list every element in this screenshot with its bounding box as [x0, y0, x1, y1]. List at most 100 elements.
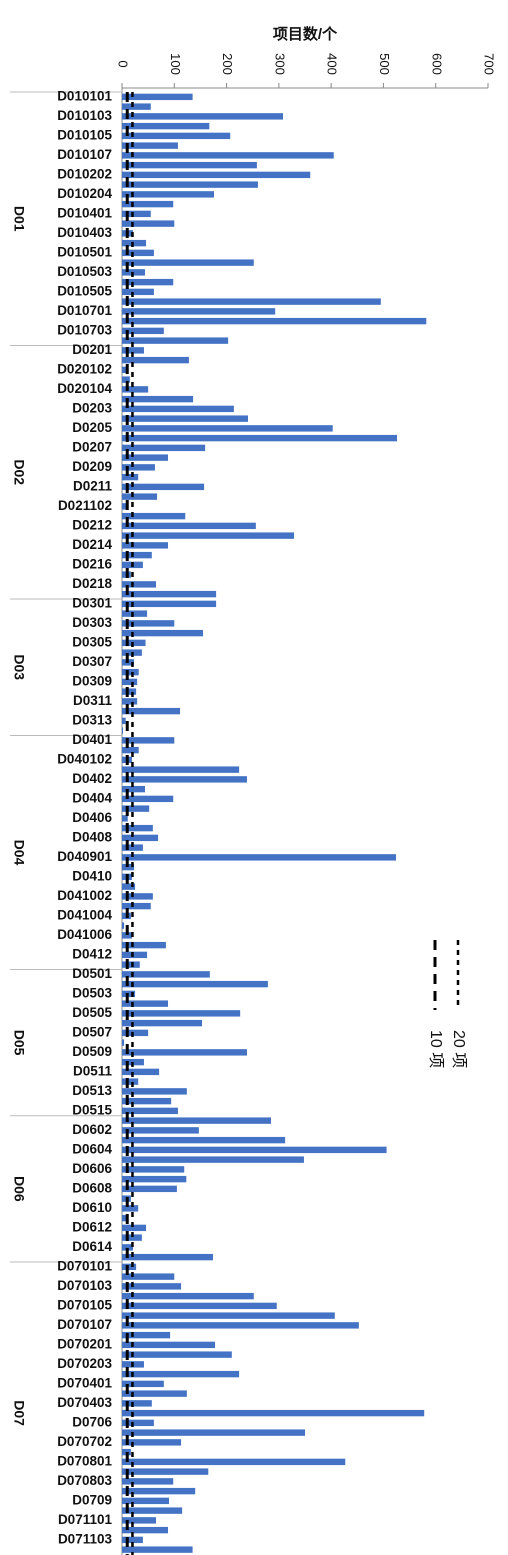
- x-tick-label: 100: [168, 53, 183, 75]
- bar: [122, 1370, 240, 1378]
- bar: [122, 1507, 183, 1514]
- bar: [122, 210, 151, 218]
- bar: [122, 941, 166, 949]
- bar: [122, 288, 154, 296]
- bar: [122, 425, 333, 432]
- bar: [122, 1175, 187, 1183]
- bar: [122, 1526, 169, 1534]
- bar: [122, 142, 178, 149]
- y-tick-label: D010403: [57, 225, 112, 240]
- bar: [122, 844, 143, 851]
- y-tick-label: D070201: [57, 1336, 112, 1351]
- bar: [122, 103, 151, 110]
- x-tick-label: 300: [272, 53, 287, 75]
- bar: [122, 785, 146, 793]
- bar: [122, 512, 186, 520]
- bar: [122, 1517, 156, 1524]
- bar: [122, 1019, 202, 1027]
- group-label: D01: [11, 206, 27, 232]
- y-tick-label: D070103: [57, 1278, 112, 1293]
- y-tick-label: D0602: [72, 1122, 112, 1137]
- bar: [122, 181, 258, 188]
- bar: [122, 493, 158, 500]
- bar: [122, 113, 284, 120]
- bar: [122, 366, 128, 374]
- bar: [122, 795, 174, 803]
- bar: [122, 737, 175, 744]
- bar: [122, 1546, 193, 1553]
- y-tick-label: D010107: [57, 147, 112, 162]
- bar: [122, 1127, 199, 1134]
- y-tick-label: D0503: [72, 985, 112, 1000]
- y-tick-label: D0511: [73, 1063, 113, 1078]
- x-tick-label: 400: [325, 53, 340, 75]
- bar: [122, 1205, 139, 1212]
- group-label: D07: [11, 1400, 27, 1426]
- bar: [122, 883, 136, 890]
- legend-label: 20 项: [450, 1030, 467, 1068]
- bar: [122, 278, 174, 286]
- y-tick-label: D070403: [57, 1395, 112, 1410]
- y-tick-label: D010701: [57, 303, 112, 318]
- bar: [122, 434, 398, 442]
- bar: [122, 220, 175, 227]
- bar: [122, 122, 210, 130]
- x-tick-label: 700: [482, 53, 497, 75]
- y-tick-label: D0507: [72, 1024, 112, 1039]
- y-tick-label: D0201: [72, 342, 112, 357]
- bar: [122, 1049, 247, 1056]
- y-tick-label: D0209: [72, 459, 112, 474]
- bar: [122, 1478, 174, 1485]
- legend-label: 10 项: [427, 1030, 444, 1068]
- y-tick-label: D0505: [72, 1005, 112, 1020]
- bar: [122, 980, 268, 988]
- chart-title: 项目数/个: [273, 25, 338, 43]
- bar: [122, 1156, 304, 1163]
- bar: [122, 259, 254, 266]
- bar: [122, 522, 256, 530]
- y-tick-label: D0608: [72, 1180, 112, 1195]
- x-tick-label: 600: [429, 53, 444, 75]
- bar: [122, 473, 139, 481]
- bar: [122, 629, 204, 637]
- y-tick-label: D070203: [57, 1356, 112, 1371]
- bar: [122, 902, 151, 910]
- y-tick-label: D0614: [72, 1239, 112, 1254]
- x-tick-label: 0: [116, 60, 131, 67]
- y-tick-label: D010501: [57, 244, 112, 259]
- y-tick-label: D070801: [57, 1453, 112, 1468]
- bar: [122, 1283, 182, 1290]
- bar: [122, 1458, 346, 1466]
- bar: [122, 483, 205, 491]
- bar: [122, 1088, 187, 1095]
- bar: [122, 1010, 241, 1017]
- bar: [122, 1107, 178, 1115]
- bar: [122, 347, 144, 354]
- bar: [122, 551, 152, 559]
- bar: [122, 824, 153, 832]
- y-tick-label: D0305: [72, 634, 112, 649]
- x-tick-label: 200: [220, 53, 235, 75]
- y-tick-label: D021102: [58, 498, 112, 513]
- y-tick-label: D0207: [72, 439, 112, 454]
- bar: [122, 1097, 172, 1105]
- bar: [122, 464, 155, 471]
- y-tick-label: D0509: [72, 1044, 112, 1059]
- y-tick-label: D070401: [57, 1375, 112, 1390]
- y-tick-label: D0218: [72, 576, 112, 591]
- y-tick-label: D070101: [57, 1258, 112, 1273]
- bar: [122, 590, 217, 598]
- y-tick-label: D010101: [57, 88, 112, 103]
- y-tick-label: D0311: [73, 693, 113, 708]
- bar: [122, 191, 215, 198]
- bar: [122, 776, 247, 783]
- bar: [122, 454, 169, 461]
- bar: [122, 581, 156, 588]
- y-tick-label: D0402: [72, 771, 112, 786]
- bar: [122, 405, 234, 413]
- group-label: D04: [11, 840, 27, 866]
- y-tick-label: D0410: [72, 868, 112, 883]
- bar: [122, 707, 181, 715]
- bar: [122, 678, 138, 686]
- bar: [122, 834, 159, 842]
